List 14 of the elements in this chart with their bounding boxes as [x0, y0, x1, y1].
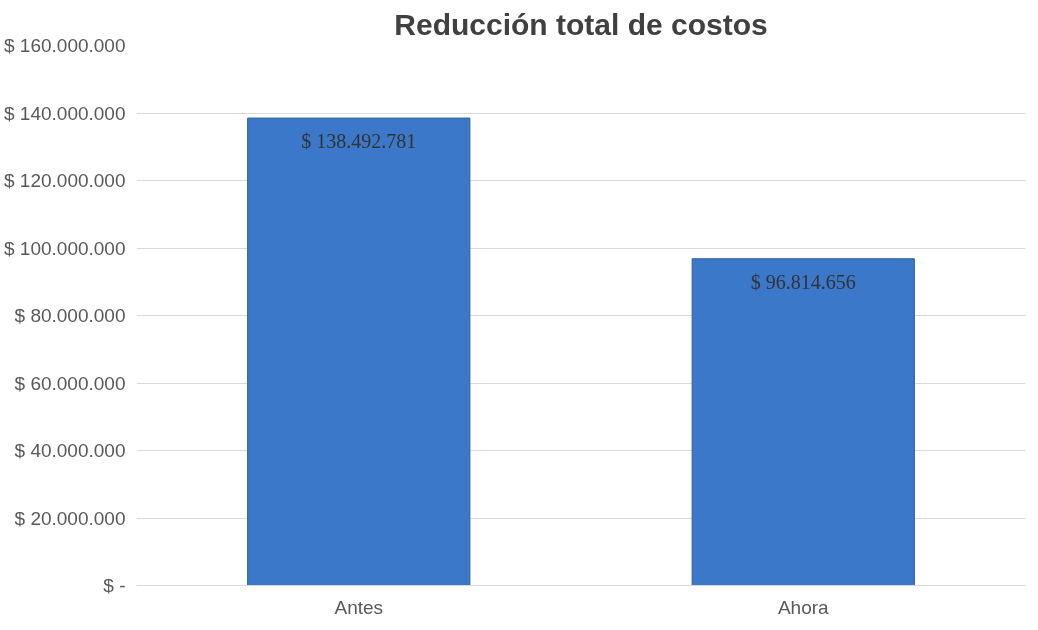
y-tick-label: $ 120.000.000	[3, 170, 126, 191]
y-tick-label: $ 100.000.000	[3, 237, 126, 259]
y-tick-label: $ 160.000.000	[3, 35, 126, 56]
data-label: $ 96.814.656	[750, 270, 856, 293]
chart-title: Reducción total de costos	[394, 7, 768, 41]
y-tick-label: $ 140.000.000	[3, 102, 126, 124]
y-tick-label: $ 40.000.000	[14, 440, 126, 461]
x-tick-label: Ahora	[777, 596, 830, 618]
y-tick-label: $ -	[103, 575, 126, 596]
x-tick-label: Antes	[334, 596, 384, 618]
data-label: $ 138.492.781	[301, 130, 417, 153]
y-tick-label: $ 20.000.000	[14, 507, 126, 529]
y-tick-label: $ 60.000.000	[14, 372, 126, 394]
y-tick-label: $ 80.000.000	[14, 305, 126, 326]
